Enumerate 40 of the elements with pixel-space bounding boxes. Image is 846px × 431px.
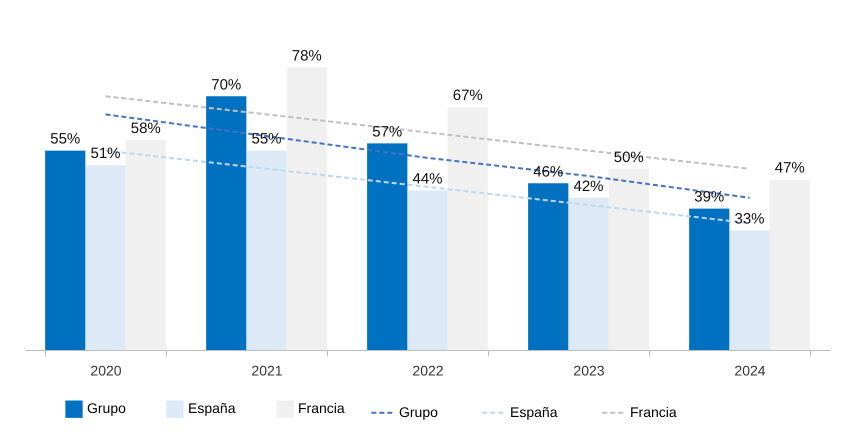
bar <box>286 67 327 350</box>
bar <box>608 168 649 350</box>
legend-label: España <box>510 404 558 420</box>
bar <box>126 140 166 350</box>
bar <box>689 208 730 350</box>
bar <box>729 230 770 350</box>
data-label: 55% <box>251 130 282 148</box>
data-label: 57% <box>372 123 402 140</box>
data-label: 47% <box>774 160 805 177</box>
x-tick-label: 2023 <box>573 362 605 378</box>
x-tick-label: 2020 <box>90 362 122 378</box>
bar <box>206 96 246 350</box>
bar <box>85 165 126 350</box>
data-label: 42% <box>573 178 604 195</box>
x-tick-label: 2024 <box>734 362 766 378</box>
data-label: 39% <box>694 188 724 206</box>
legend-label: Grupo <box>87 400 126 416</box>
legend-label: Francia <box>298 400 345 416</box>
legend-label: Francia <box>630 404 677 420</box>
data-label: 78% <box>292 47 322 64</box>
legend-label: España <box>188 400 236 416</box>
data-label: 50% <box>614 148 644 166</box>
bar <box>367 143 408 350</box>
x-tick-label: 2021 <box>251 362 283 378</box>
data-label: 44% <box>412 170 443 188</box>
data-label: 58% <box>130 120 161 137</box>
data-label: 55% <box>50 130 80 148</box>
bar <box>568 198 609 350</box>
data-label: 70% <box>211 76 242 94</box>
data-label: 51% <box>90 145 121 162</box>
bar <box>528 183 568 350</box>
data-label: 67% <box>452 87 483 104</box>
bar <box>246 150 287 350</box>
bar <box>448 107 488 350</box>
bar <box>407 190 448 350</box>
data-label: 33% <box>734 210 765 228</box>
bar <box>45 150 86 350</box>
legend-label: Grupo <box>399 404 438 420</box>
x-tick-label: 2022 <box>412 362 444 378</box>
bar <box>770 180 810 350</box>
